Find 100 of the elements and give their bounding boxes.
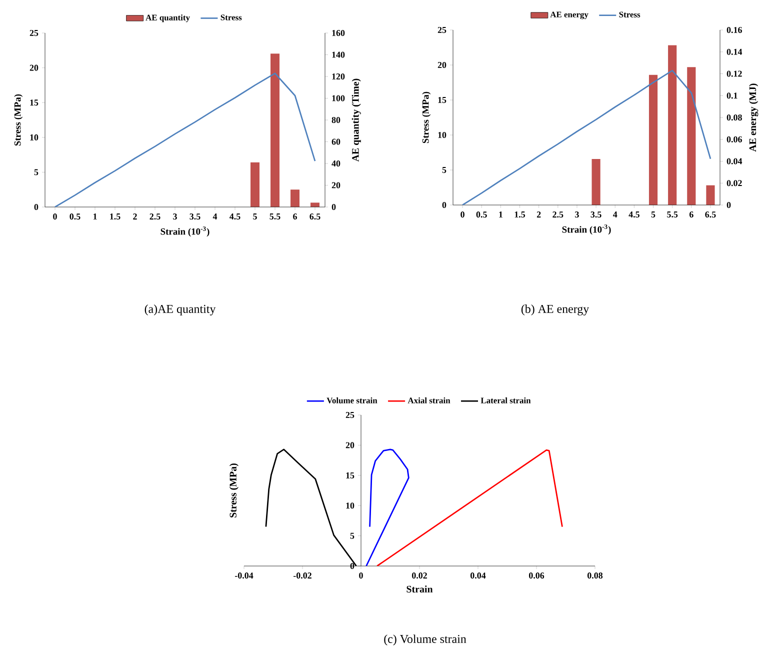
- x-tick-label: 2: [133, 214, 137, 220]
- y2-tick-label: 20: [332, 182, 340, 188]
- legend-label: Volume strain: [326, 397, 378, 404]
- y2-tick-label: 60: [332, 138, 340, 145]
- x-axis-title: Strain (10$^{-3}$): [160, 226, 210, 237]
- y2-tick-label: 140: [332, 52, 345, 58]
- x-tick-label: 4.5: [628, 212, 640, 218]
- y2-tick-label: 0: [726, 202, 731, 208]
- x-tick-label: 0.08: [588, 572, 603, 579]
- y2-tick-label: 0.06: [726, 136, 742, 142]
- legend-label: AE energy: [550, 12, 588, 20]
- y-tick-label: 5: [442, 167, 446, 173]
- x-tick-label: 0.02: [412, 572, 427, 579]
- y-tick-label: 20: [30, 64, 38, 71]
- y2-tick-label: 0.08: [726, 114, 742, 121]
- x-tick-label: 1.5: [514, 212, 526, 218]
- y2-tick-label: 0.04: [726, 158, 742, 164]
- y-tick-label: 20: [438, 62, 446, 68]
- text: (b) AE energy: [521, 304, 590, 316]
- y2-tick-label: 0.14: [726, 48, 742, 55]
- y-tick-label: 5: [34, 169, 38, 176]
- bar: [592, 159, 600, 205]
- line-series: [376, 449, 563, 566]
- x-tick-label: 1: [93, 214, 97, 220]
- y2-axis-title: AE quantity (Time): [352, 78, 361, 162]
- x-tick-label: 6.5: [310, 214, 320, 220]
- x-axis-title: Strain (10$^{-3}$): [562, 224, 611, 235]
- y2-tick-label: 0: [332, 204, 336, 210]
- x-tick-label: 3.5: [590, 212, 602, 218]
- line-series: [54, 72, 316, 207]
- x-tick-label: 3: [173, 214, 177, 220]
- x-tick-label: 0.5: [476, 212, 487, 218]
- x-tick-label: 3.5: [190, 214, 200, 220]
- y2-tick-label: 160: [332, 30, 345, 36]
- x-tick-label: 0: [53, 214, 57, 220]
- x-tick-label: 6: [293, 214, 297, 220]
- y2-tick-label: 80: [332, 116, 340, 124]
- x-tick-label: 0.5: [70, 214, 80, 220]
- y2-tick-label: 0.12: [726, 70, 742, 77]
- x-tick-label: 0.06: [529, 572, 544, 579]
- y-tick-label: 0: [442, 202, 446, 208]
- y-tick-label: 15: [346, 472, 354, 478]
- text: (c) Volume strain: [384, 634, 466, 646]
- legend-label: Lateral strain: [480, 397, 531, 404]
- x-tick-label: -0.02: [293, 572, 312, 579]
- y-axis-title: Stress (MPa): [14, 94, 23, 146]
- x-tick-label: 5.5: [667, 212, 678, 218]
- x-tick-label: 2.5: [150, 214, 160, 220]
- x-tick-label: 0: [359, 572, 363, 579]
- x-tick-label: 6.5: [705, 212, 716, 218]
- x-tick-label: 1.5: [110, 214, 120, 220]
- bar: [310, 202, 320, 207]
- x-tick-label: -0.04: [234, 572, 254, 579]
- y-tick-label: 10: [346, 502, 354, 509]
- y2-axis-title: AE energy (MJ): [749, 84, 758, 152]
- bar: [270, 54, 280, 207]
- bar: [250, 162, 260, 207]
- x-axis-title: Strain: [406, 586, 433, 593]
- y2-tick-label: 0.1: [726, 92, 738, 99]
- legend-label: Stress: [220, 14, 242, 20]
- bar: [668, 45, 677, 205]
- x-tick-label: 0.04: [470, 572, 486, 579]
- x-tick-label: 0: [460, 212, 464, 218]
- y-tick-label: 10: [30, 134, 38, 140]
- y-tick-label: 15: [438, 96, 446, 104]
- y2-tick-label: 0.02: [726, 180, 742, 186]
- y-axis-title: Stress (MPa): [422, 92, 431, 144]
- y-tick-label: 0: [350, 562, 354, 570]
- bar: [290, 190, 300, 207]
- y2-tick-label: 120: [332, 73, 345, 80]
- y-tick-label: 25: [30, 30, 38, 36]
- x-tick-label: 2: [536, 212, 541, 218]
- y-tick-label: 10: [438, 132, 446, 138]
- x-tick-label: 5: [651, 212, 656, 218]
- x-tick-label: 5: [253, 214, 257, 220]
- bar: [706, 185, 715, 205]
- x-tick-label: 5.5: [270, 214, 280, 220]
- x-tick-label: 4: [212, 214, 218, 220]
- legend-label: Axial strain: [408, 397, 450, 404]
- legend-label: Stress: [619, 12, 640, 18]
- bar: [687, 67, 696, 205]
- bar: [648, 74, 658, 205]
- y-tick-label: 5: [350, 532, 354, 539]
- legend-label: AE quantity: [146, 14, 190, 22]
- y2-tick-label: 40: [332, 160, 340, 167]
- y-tick-label: 25: [346, 412, 354, 418]
- text: (a)AE quantity: [144, 304, 216, 316]
- y-tick-label: 0: [34, 204, 38, 210]
- line-series: [366, 448, 410, 566]
- x-tick-label: 1: [499, 212, 502, 218]
- y-tick-label: 25: [438, 26, 446, 34]
- x-tick-label: 2.5: [552, 212, 564, 218]
- y2-tick-label: 100: [332, 95, 345, 102]
- line-series: [462, 70, 712, 205]
- x-tick-label: 3: [575, 212, 579, 218]
- y2-tick-label: 0.16: [726, 26, 742, 34]
- x-tick-label: 6: [689, 212, 694, 218]
- y-tick-label: 15: [30, 100, 38, 106]
- x-tick-label: 4: [613, 212, 618, 218]
- x-tick-label: 4.5: [230, 214, 240, 220]
